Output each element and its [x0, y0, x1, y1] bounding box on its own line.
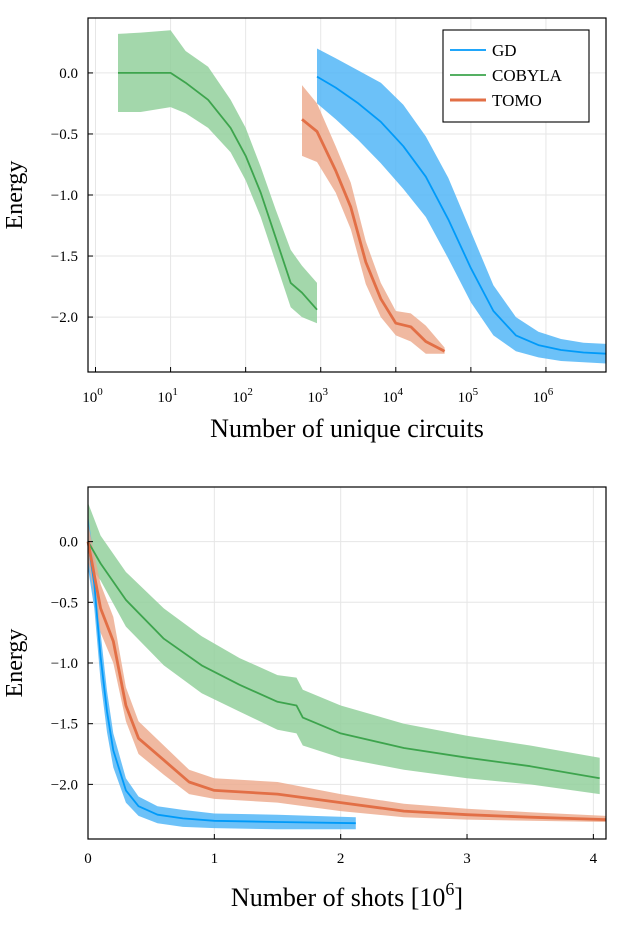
bottom-x-ticks: 0 1 2 3 4 — [84, 834, 598, 867]
top-x-ticks: 100 101 102 103 104 105 106 — [82, 367, 554, 406]
bottom-x-axis-label-exponent: 6 — [445, 879, 454, 899]
legend-label-gd: GD — [492, 41, 517, 60]
top-band-tomo — [302, 85, 445, 354]
legend-label-tomo: TOMO — [492, 91, 542, 110]
bottom-y-axis-label: Energy — [2, 629, 28, 698]
bottom-x-tick-label: 4 — [590, 851, 598, 867]
top-x-tick-label: 105 — [458, 386, 479, 406]
top-x-tick-label: 103 — [307, 386, 328, 406]
top-y-tick-label: −0.5 — [51, 127, 78, 143]
bottom-y-tick-label: 0.0 — [59, 535, 78, 551]
top-line-tomo — [301, 118, 446, 353]
top-band-gd — [317, 48, 606, 364]
bottom-line-gd — [87, 541, 356, 825]
top-x-tick-label: 104 — [383, 386, 404, 406]
bottom-band-cobyla — [88, 502, 600, 795]
legend-label-cobyla: COBYLA — [492, 66, 563, 85]
top-line-gd — [316, 75, 607, 355]
top-x-axis-label: Number of unique circuits — [210, 414, 484, 443]
bottom-chart: 0 1 2 3 4 0.0 −0.5 −1.0 −1.5 −2.0 Number of shot… — [2, 486, 607, 912]
bottom-x-tick-label: 0 — [84, 851, 92, 867]
top-band-cobyla — [118, 30, 317, 324]
bottom-x-axis-label: Number of shots [106] — [231, 879, 463, 912]
top-x-tick-label: 101 — [157, 386, 178, 406]
bottom-x-tick-label: 2 — [337, 851, 345, 867]
bottom-line-cobyla — [87, 541, 600, 780]
top-x-tick-label: 106 — [533, 386, 554, 406]
bottom-y-tick-label: −2.0 — [51, 777, 78, 793]
bottom-y-tick-label: −1.0 — [51, 656, 78, 672]
bottom-y-tick-label: −0.5 — [51, 595, 78, 611]
bottom-bands — [88, 502, 606, 830]
top-lines — [118, 72, 607, 355]
top-chart: 100 101 102 103 104 105 106 0.0 −0.5 −1.0 −1.5 −2.… — [2, 17, 607, 443]
top-y-tick-label: −1.0 — [51, 188, 78, 204]
top-y-ticks: 0.0 −0.5 −1.0 −1.5 −2.0 — [51, 66, 93, 326]
bottom-lines — [86, 541, 607, 825]
bottom-x-axis-label-end: ] — [454, 883, 463, 912]
bottom-x-tick-label: 3 — [463, 851, 471, 867]
bottom-y-tick-label: −1.5 — [51, 717, 78, 733]
bottom-x-tick-label: 1 — [211, 851, 219, 867]
legend-box — [442, 29, 590, 123]
top-line-cobyla — [118, 72, 318, 311]
bottom-line-tomo — [86, 541, 607, 821]
top-y-tick-label: −1.5 — [51, 249, 78, 265]
top-bands — [118, 30, 606, 364]
top-x-tick-label: 102 — [232, 386, 252, 406]
top-x-tick-label: 100 — [82, 386, 103, 406]
bottom-y-ticks: 0.0 −0.5 −1.0 −1.5 −2.0 — [51, 535, 93, 793]
bottom-x-axis-label-main: Number of shots [10 — [231, 883, 445, 912]
legend: GD COBYLA TOMO — [442, 29, 590, 123]
top-y-tick-label: 0.0 — [59, 66, 78, 82]
top-y-axis-label: Energy — [2, 161, 28, 230]
top-y-tick-label: −2.0 — [51, 310, 78, 326]
